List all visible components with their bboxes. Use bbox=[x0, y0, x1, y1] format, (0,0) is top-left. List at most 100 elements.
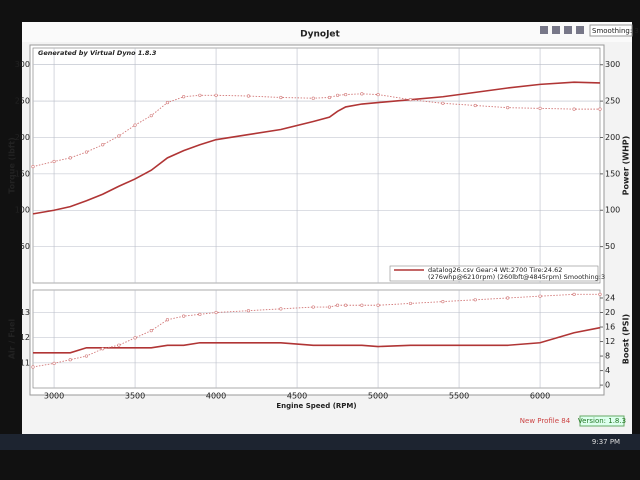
data-point bbox=[360, 303, 364, 307]
data-point bbox=[165, 318, 170, 322]
x-tick-label: 5500 bbox=[449, 392, 469, 401]
data-point bbox=[246, 309, 251, 313]
y-axis-title: Torque (lbft) bbox=[8, 137, 17, 194]
y-tick-label: 12 bbox=[20, 333, 30, 342]
data-point bbox=[182, 314, 186, 318]
data-point bbox=[441, 300, 445, 304]
y2-tick-label: 16 bbox=[605, 323, 615, 332]
series-line bbox=[33, 326, 601, 354]
x-tick-label: 4500 bbox=[287, 392, 307, 401]
data-point bbox=[327, 95, 332, 100]
y2-axis-title: Power (WHP) bbox=[622, 136, 631, 196]
legend-label: datalog26.csv Gear:4 Wt:2700 Tire:24.62 bbox=[428, 266, 562, 274]
data-point bbox=[214, 310, 218, 315]
y2-tick-label: 300 bbox=[605, 60, 620, 69]
taskbar bbox=[0, 434, 640, 450]
data-point bbox=[408, 98, 413, 102]
data-point bbox=[101, 143, 105, 147]
y-tick-label: 13 bbox=[20, 308, 30, 317]
x-tick-label: 5000 bbox=[368, 392, 388, 401]
data-point bbox=[473, 103, 477, 108]
y2-tick-label: 250 bbox=[605, 97, 620, 106]
tool-icon[interactable] bbox=[576, 26, 584, 34]
tool-icon[interactable] bbox=[540, 26, 548, 34]
y2-tick-label: 50 bbox=[605, 242, 615, 251]
data-point bbox=[538, 106, 542, 110]
data-point bbox=[279, 307, 283, 311]
tool-icon[interactable] bbox=[552, 26, 560, 34]
y2-tick-label: 12 bbox=[605, 337, 615, 346]
data-point bbox=[101, 347, 105, 351]
data-point bbox=[52, 361, 56, 365]
data-point bbox=[376, 92, 380, 97]
data-point bbox=[31, 164, 35, 169]
data-point bbox=[68, 156, 72, 160]
data-point bbox=[279, 95, 283, 100]
clock: 9:37 PM bbox=[592, 438, 620, 446]
data-point bbox=[538, 294, 542, 298]
y2-tick-label: 8 bbox=[605, 352, 610, 361]
data-point bbox=[408, 301, 413, 306]
series-line bbox=[32, 81, 601, 215]
data-point bbox=[214, 93, 218, 97]
y2-tick-label: 200 bbox=[605, 133, 620, 142]
data-point bbox=[198, 312, 202, 316]
y2-tick-label: 24 bbox=[605, 293, 615, 302]
data-point bbox=[506, 296, 510, 300]
legend-detail: (276whp@6210rpm) (260lbft@4845rpm) Smoot… bbox=[428, 273, 605, 281]
y2-tick-label: 100 bbox=[605, 206, 620, 215]
data-point bbox=[572, 107, 576, 111]
legend-box bbox=[389, 265, 599, 282]
data-point bbox=[68, 358, 72, 362]
data-point bbox=[198, 93, 202, 97]
data-point bbox=[441, 101, 445, 105]
x-tick-label: 6000 bbox=[530, 392, 550, 401]
y2-axis-title: Boost (PSI) bbox=[622, 314, 631, 364]
data-point bbox=[149, 329, 153, 333]
y-tick-label: 100 bbox=[15, 206, 30, 215]
x-tick-label: 4000 bbox=[206, 392, 226, 401]
data-point bbox=[84, 354, 89, 358]
data-point bbox=[335, 93, 340, 97]
window-title: DynoJet bbox=[300, 30, 340, 40]
smoothing-select[interactable] bbox=[589, 24, 633, 37]
data-point bbox=[344, 92, 348, 97]
y-tick-label: 11 bbox=[20, 358, 30, 367]
tool-icon[interactable] bbox=[564, 26, 572, 34]
data-point bbox=[117, 343, 121, 347]
data-point bbox=[133, 336, 137, 340]
profile-label: New Profile 84 bbox=[520, 417, 571, 425]
data-point bbox=[149, 114, 153, 118]
data-point bbox=[31, 365, 35, 369]
data-point bbox=[473, 298, 477, 302]
data-point bbox=[598, 292, 602, 296]
data-point bbox=[182, 95, 186, 99]
data-point bbox=[344, 303, 348, 307]
y-tick-label: 150 bbox=[15, 169, 30, 178]
y-tick-label: 300 bbox=[15, 60, 30, 69]
data-point bbox=[360, 92, 364, 96]
x-tick-label: 3000 bbox=[44, 392, 64, 401]
toolbar bbox=[22, 22, 632, 42]
y-tick-label: 200 bbox=[15, 133, 30, 142]
data-point bbox=[376, 303, 380, 307]
data-point bbox=[335, 303, 340, 307]
data-point bbox=[52, 159, 56, 164]
y2-tick-label: 150 bbox=[605, 169, 620, 178]
version-label: Version: 1.8.3 bbox=[578, 417, 626, 425]
x-tick-label: 3500 bbox=[125, 392, 145, 401]
data-point bbox=[117, 134, 121, 138]
plot-area bbox=[32, 47, 601, 284]
data-point bbox=[133, 123, 137, 127]
y-tick-label: 250 bbox=[15, 97, 30, 106]
data-point bbox=[572, 292, 576, 296]
y-tick-label: 50 bbox=[20, 242, 30, 251]
data-point bbox=[327, 305, 332, 309]
version-badge bbox=[579, 415, 625, 427]
y2-tick-label: 0 bbox=[605, 381, 610, 390]
chart-note: Generated by Virtual Dyno 1.8.3 bbox=[38, 49, 157, 57]
data-point bbox=[246, 94, 251, 98]
y2-tick-label: 20 bbox=[605, 308, 615, 317]
data-point bbox=[165, 100, 170, 105]
